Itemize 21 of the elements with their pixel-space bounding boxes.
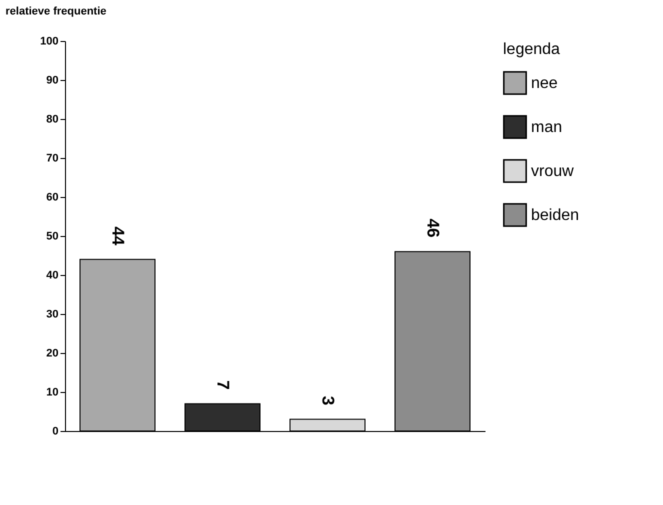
- y-tick-label: 90: [46, 74, 58, 86]
- y-tick-label: 60: [46, 192, 58, 204]
- legend-label: man: [531, 119, 562, 136]
- legend-label: beiden: [531, 207, 580, 224]
- data-label: 3: [318, 396, 338, 406]
- legend-label: vrouw: [531, 163, 574, 180]
- y-tick-label: 100: [40, 36, 58, 48]
- y-tick-label: 20: [46, 348, 58, 360]
- legend-title: legenda: [503, 41, 560, 58]
- y-tick-label: 0: [52, 426, 58, 438]
- y-tick-label: 40: [46, 270, 58, 282]
- data-label: 46: [424, 218, 442, 238]
- y-tick-label: 50: [46, 230, 58, 242]
- legend-label: nee: [531, 75, 558, 92]
- y-tick-label: 70: [46, 152, 58, 164]
- y-tick-label: 80: [46, 114, 58, 126]
- y-axis-title: relatieve frequentie: [6, 6, 106, 18]
- data-label: 44: [108, 226, 128, 246]
- data-label: 7: [214, 380, 232, 390]
- y-tick-label: 30: [46, 308, 58, 320]
- y-tick-label: 10: [46, 386, 58, 398]
